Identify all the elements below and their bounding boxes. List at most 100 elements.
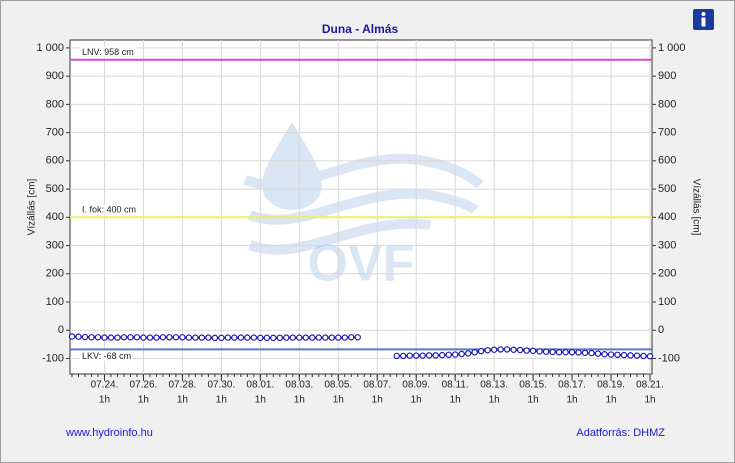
data-point [529,347,537,355]
x-tick-label: 1h [99,395,110,406]
data-point [607,351,615,358]
data-point [549,348,556,356]
data-point [250,334,258,341]
data-point [562,349,569,356]
x-tick-label: 1h [605,395,616,406]
data-point [153,334,160,341]
data-point [633,352,641,359]
y2-tick-label: -100 [658,352,680,364]
y-tick-label: 700 [46,127,64,139]
data-point [646,353,654,360]
data-point [464,350,472,357]
data-point [263,334,271,342]
data-point [542,348,550,355]
data-point [237,334,245,341]
data-point [133,334,141,341]
data-point [354,334,361,341]
data-point [425,352,433,359]
data-point [458,350,465,358]
y-tick-label: 800 [46,98,64,110]
x-tick-label: 08.07. [363,380,391,391]
x-tick-label: 08.19. [597,380,625,391]
data-point [510,346,517,353]
data-point [400,352,407,360]
y-tick-label: 0 [58,324,64,336]
data-point [211,334,219,342]
data-point [348,334,355,341]
y2-tick-label: 500 [658,183,676,195]
data-point [523,347,530,354]
reference-label: LNV: 958 cm [82,47,134,57]
data-point [198,334,206,341]
data-point [218,334,225,342]
y2-tick-label: 900 [658,70,676,82]
data-point [88,334,95,341]
data-point [588,349,595,357]
x-tick-label: 1h [372,395,383,406]
data-point [406,352,413,359]
data-point [315,334,322,341]
data-point [146,334,154,341]
x-tick-label: 1h [216,395,227,406]
data-point [270,334,277,342]
data-point [283,334,290,341]
plot-area [69,39,653,375]
x-tick-label: 07.26. [130,380,158,391]
x-tick-label: 08.01. [246,380,274,391]
data-point [120,334,128,341]
chart-title: Duna - Almás [322,22,399,36]
x-tick-label: 08.13. [480,380,508,391]
x-tick-label: 08.17. [558,380,586,391]
y-tick-label: 600 [46,155,64,167]
data-point [614,351,621,359]
x-tick-label: 08.09. [402,380,430,391]
data-point [536,348,543,355]
data-point [575,349,582,356]
x-tick-label: 07.30. [207,380,235,391]
y-tick-label: 1 000 [36,42,64,54]
data-point [257,334,264,342]
data-point [413,352,420,359]
y2-tick-label: 200 [658,268,676,280]
x-tick-label: 08.11. [442,380,469,391]
y2-tick-label: 800 [658,98,676,110]
x-tick-label: 08.05. [324,380,352,391]
data-point [107,334,115,341]
footer-source: Adatforrás: DHMZ [576,427,665,439]
data-point [172,334,180,341]
x-tick-label: 1h [450,395,461,406]
y-tick-label: 200 [46,268,64,280]
y2-tick-label: 0 [658,324,664,336]
x-tick-label: 1h [177,395,188,406]
data-point [322,334,329,341]
x-tick-label: 07.24. [91,380,119,391]
x-tick-label: 1h [528,395,539,406]
reference-label: I. fok: 400 cm [82,205,136,215]
data-point [640,352,647,360]
data-point [276,334,284,342]
data-point [497,346,504,353]
data-point [627,352,634,359]
x-tick-label: 1h [255,395,266,406]
x-tick-label: 1h [294,395,305,406]
info-button[interactable] [693,9,714,30]
data-point [419,352,426,359]
data-point [68,333,76,340]
x-tick-label: 1h [411,395,422,406]
x-tick-label: 08.03. [285,380,313,391]
footer-link[interactable]: www.hydroinfo.hu [65,427,153,439]
data-point [471,349,478,356]
data-point [477,347,485,355]
data-point [484,347,491,354]
data-point [601,351,608,358]
y-tick-label: 400 [46,211,64,223]
data-point [309,334,316,341]
data-point [335,334,342,341]
data-point [114,334,121,341]
reference-label-bg [80,47,136,58]
x-tick-label: 1h [489,395,500,406]
data-point [451,351,459,358]
y2-tick-label: 1 000 [658,42,686,54]
data-point [224,334,232,341]
